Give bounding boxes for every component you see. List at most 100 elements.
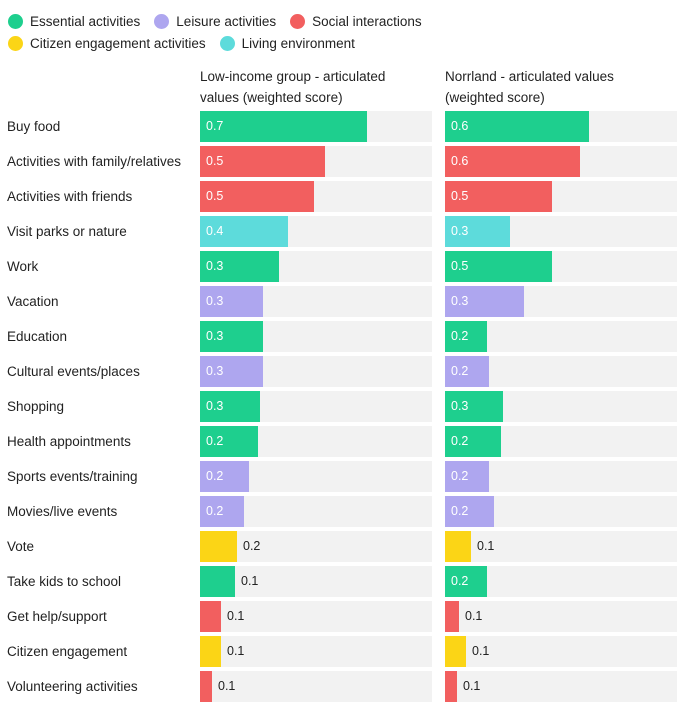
data-label-norrland: 0.2: [451, 469, 469, 483]
legend-swatch-living: [219, 35, 235, 51]
bar-norrland: [445, 321, 487, 352]
bar-low-income: [200, 321, 263, 352]
bar-low-income: [200, 531, 237, 562]
bar-norrland: [445, 391, 503, 422]
legend-row-2: Citizen engagement activities Living env…: [8, 32, 678, 54]
data-label-norrland: 0.1: [463, 679, 481, 693]
bar-norrland: [445, 601, 459, 632]
data-label-norrland: 0.2: [451, 574, 469, 588]
bar-track-low-income: 0.2: [200, 531, 432, 562]
data-label-low-income: 0.7: [206, 119, 224, 133]
bar-track-norrland: 0.6: [445, 111, 677, 142]
data-label-low-income: 0.5: [206, 189, 224, 203]
data-label-low-income: 0.3: [206, 259, 224, 273]
bar-track-low-income: 0.1: [200, 601, 432, 632]
data-label-low-income: 0.2: [243, 539, 261, 553]
bar-track-norrland: 0.1: [445, 531, 677, 562]
bar-low-income: [200, 566, 235, 597]
data-label-norrland: 0.1: [477, 539, 495, 553]
category-label: Shopping: [7, 399, 65, 414]
data-label-norrland: 0.3: [451, 224, 469, 238]
legend-row-1: Essential activities Leisure activities …: [8, 10, 678, 32]
legend-item-living: Living environment: [219, 35, 355, 51]
bar-track-norrland: 0.1: [445, 671, 677, 702]
bar-norrland: [445, 216, 510, 247]
bar-norrland: [445, 531, 471, 562]
bar-track-norrland: 0.2: [445, 461, 677, 492]
bar-norrland: [445, 181, 552, 212]
category-label: Activities with friends: [7, 189, 133, 204]
legend-label-leisure: Leisure activities: [176, 13, 277, 29]
bar-track-low-income: 0.1: [200, 566, 432, 597]
bar-norrland: [445, 111, 589, 142]
panel-title-low-income-line-1: Low-income group - articulated: [200, 69, 386, 84]
data-label-low-income: 0.3: [206, 329, 224, 343]
data-label-norrland: 0.3: [451, 294, 469, 308]
bar-low-income: [200, 496, 244, 527]
data-label-norrland: 0.2: [451, 434, 469, 448]
bar-track-norrland: 0.6: [445, 146, 677, 177]
bar-norrland: [445, 636, 466, 667]
bar-track-norrland: 0.2: [445, 356, 677, 387]
data-label-norrland: 0.1: [472, 644, 490, 658]
category-label: Take kids to school: [7, 574, 122, 589]
category-label: Citizen engagement: [7, 644, 128, 659]
category-label: Volunteering activities: [7, 679, 138, 694]
panel-title-low-income-line-2: values (weighted score): [200, 90, 343, 105]
panel-title-norrland-line-2: (weighted score): [445, 90, 545, 105]
bar-track-low-income: 0.4: [200, 216, 432, 247]
bar-track-low-income: 0.3: [200, 286, 432, 317]
bar-norrland: [445, 356, 489, 387]
legend-item-social: Social interactions: [290, 13, 422, 29]
bar-norrland: [445, 566, 487, 597]
data-label-low-income: 0.2: [206, 469, 224, 483]
bar-track-low-income: 0.2: [200, 496, 432, 527]
data-label-norrland: 0.6: [451, 119, 469, 133]
bar-low-income: [200, 181, 314, 212]
data-label-low-income: 0.2: [206, 504, 224, 518]
legend-label-essential: Essential activities: [30, 13, 141, 29]
bar-track-low-income: 0.1: [200, 636, 432, 667]
bar-track-low-income: 0.5: [200, 181, 432, 212]
data-label-low-income: 0.1: [241, 574, 259, 588]
data-label-norrland: 0.5: [451, 259, 469, 273]
data-label-low-income: 0.3: [206, 364, 224, 378]
category-label: Movies/live events: [7, 504, 118, 519]
bar-track-low-income: 0.5: [200, 146, 432, 177]
data-label-low-income: 0.1: [227, 609, 245, 623]
bar-track-low-income: 0.2: [200, 426, 432, 457]
bar-track-norrland: 0.3: [445, 286, 677, 317]
category-label: Education: [7, 329, 68, 344]
bar-norrland: [445, 426, 501, 457]
bar-low-income: [200, 146, 325, 177]
bar-track-norrland: 0.5: [445, 181, 677, 212]
bar-track-low-income: 0.7: [200, 111, 432, 142]
legend-swatch-leisure: [154, 13, 170, 29]
bar-track-norrland: 0.1: [445, 601, 677, 632]
bar-norrland: [445, 146, 580, 177]
legend: Essential activities Leisure activities …: [8, 10, 678, 54]
legend-label-social: Social interactions: [312, 13, 422, 29]
bar-track-norrland: 0.5: [445, 251, 677, 282]
bar-low-income: [200, 286, 263, 317]
data-label-low-income: 0.3: [206, 294, 224, 308]
bar-low-income: [200, 356, 263, 387]
legend-swatch-social: [290, 13, 306, 29]
category-label: Get help/support: [7, 609, 107, 624]
bar-norrland: [445, 461, 489, 492]
bar-low-income: [200, 251, 279, 282]
bar-track-low-income: 0.3: [200, 391, 432, 422]
bar-track-norrland: 0.2: [445, 321, 677, 352]
legend-item-essential: Essential activities: [8, 13, 141, 29]
panel-title-norrland-line-1: Norrland - articulated values: [445, 69, 614, 84]
bar-track-norrland: 0.2: [445, 496, 677, 527]
legend-swatch-essential: [8, 13, 23, 29]
legend-label-civic: Citizen engagement activities: [30, 35, 206, 51]
bar-norrland: [445, 251, 552, 282]
bar-norrland: [445, 671, 457, 702]
bar-track-low-income: 0.3: [200, 321, 432, 352]
category-label: Work: [7, 259, 39, 274]
bar-low-income: [200, 671, 212, 702]
bar-track-low-income: 0.2: [200, 461, 432, 492]
bar-low-income: [200, 216, 288, 247]
